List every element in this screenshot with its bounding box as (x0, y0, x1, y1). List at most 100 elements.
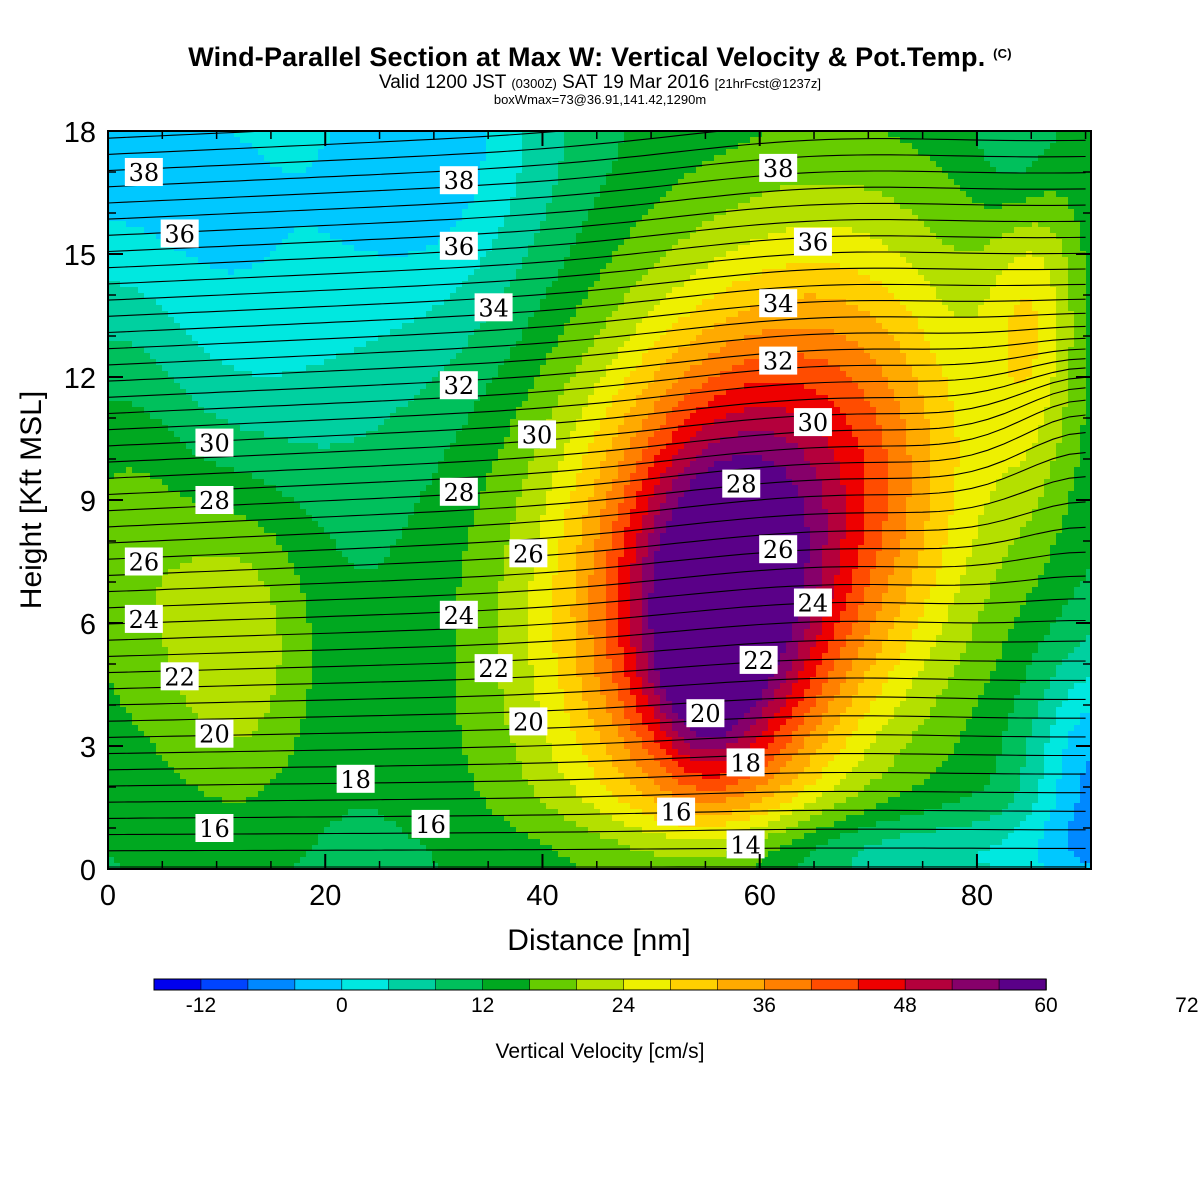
w-cell (366, 299, 373, 306)
w-cell (114, 197, 121, 204)
w-cell (240, 185, 247, 192)
w-cell (768, 263, 775, 270)
w-cell (816, 155, 823, 162)
w-cell (840, 251, 847, 258)
w-cell (810, 203, 817, 210)
w-cell (318, 251, 325, 258)
w-cell (138, 275, 145, 282)
w-cell (240, 263, 247, 270)
w-cell (558, 293, 565, 300)
w-cell (756, 149, 763, 156)
w-cell (696, 209, 703, 216)
w-cell (402, 173, 409, 180)
w-cell (618, 251, 625, 258)
w-cell (996, 293, 1003, 300)
w-cell (960, 275, 967, 282)
w-cell (630, 221, 637, 228)
w-cell (270, 215, 277, 222)
w-cell (336, 245, 343, 252)
w-cell (366, 185, 373, 192)
w-cell (666, 161, 673, 168)
w-cell (738, 263, 745, 270)
w-cell (144, 233, 151, 240)
w-cell (738, 161, 745, 168)
w-cell (174, 131, 181, 138)
w-cell (684, 179, 691, 186)
w-cell (366, 161, 373, 168)
w-cell (1026, 179, 1033, 186)
w-cell (1050, 221, 1057, 228)
w-cell (312, 191, 319, 198)
w-cell (318, 137, 325, 144)
w-cell (186, 155, 193, 162)
w-cell (372, 185, 379, 192)
w-cell (108, 221, 115, 228)
w-cell (252, 143, 259, 150)
w-cell (1074, 191, 1081, 198)
w-cell (420, 173, 427, 180)
w-cell (264, 263, 271, 270)
w-cell (234, 311, 241, 318)
w-cell (270, 227, 277, 234)
w-cell (426, 287, 433, 294)
w-cell (924, 215, 931, 222)
w-cell (984, 305, 991, 312)
w-cell (180, 215, 187, 222)
w-cell (1062, 293, 1069, 300)
w-cell (1050, 275, 1057, 282)
w-cell (528, 149, 535, 156)
w-cell (564, 191, 571, 198)
w-cell (738, 299, 745, 306)
w-cell (1020, 191, 1027, 198)
w-cell (342, 269, 349, 276)
w-cell (462, 203, 469, 210)
w-cell (486, 131, 493, 138)
w-cell (354, 275, 361, 282)
w-cell (282, 287, 289, 294)
w-cell (744, 143, 751, 150)
w-cell (396, 143, 403, 150)
w-cell (132, 221, 139, 228)
w-cell (816, 287, 823, 294)
w-cell (876, 305, 883, 312)
w-cell (498, 221, 505, 228)
w-cell (390, 287, 397, 294)
w-cell (558, 173, 565, 180)
w-cell (354, 215, 361, 222)
w-cell (648, 245, 655, 252)
w-cell (324, 221, 331, 228)
w-cell (312, 233, 319, 240)
w-cell (1056, 179, 1063, 186)
w-cell (534, 293, 541, 300)
w-cell (222, 245, 229, 252)
w-cell (216, 239, 223, 246)
w-cell (528, 287, 535, 294)
w-cell (1008, 203, 1015, 210)
w-cell (1044, 239, 1051, 246)
w-cell (750, 179, 757, 186)
w-cell (564, 137, 571, 144)
w-cell (252, 239, 259, 246)
w-cell (198, 143, 205, 150)
w-cell (738, 137, 745, 144)
w-cell (282, 311, 289, 318)
w-cell (660, 167, 667, 174)
w-cell (216, 197, 223, 204)
w-cell (210, 239, 217, 246)
w-cell (372, 275, 379, 282)
w-cell (540, 251, 547, 258)
w-cell (108, 143, 115, 150)
w-cell (624, 143, 631, 150)
w-cell (258, 203, 265, 210)
w-cell (342, 299, 349, 306)
w-cell (420, 191, 427, 198)
w-cell (276, 239, 283, 246)
w-cell (1056, 287, 1063, 294)
w-cell (300, 281, 307, 288)
w-cell (144, 215, 151, 222)
w-cell (1002, 257, 1009, 264)
w-cell (684, 305, 691, 312)
w-cell (648, 227, 655, 234)
w-cell (432, 257, 439, 264)
w-cell (402, 131, 409, 138)
